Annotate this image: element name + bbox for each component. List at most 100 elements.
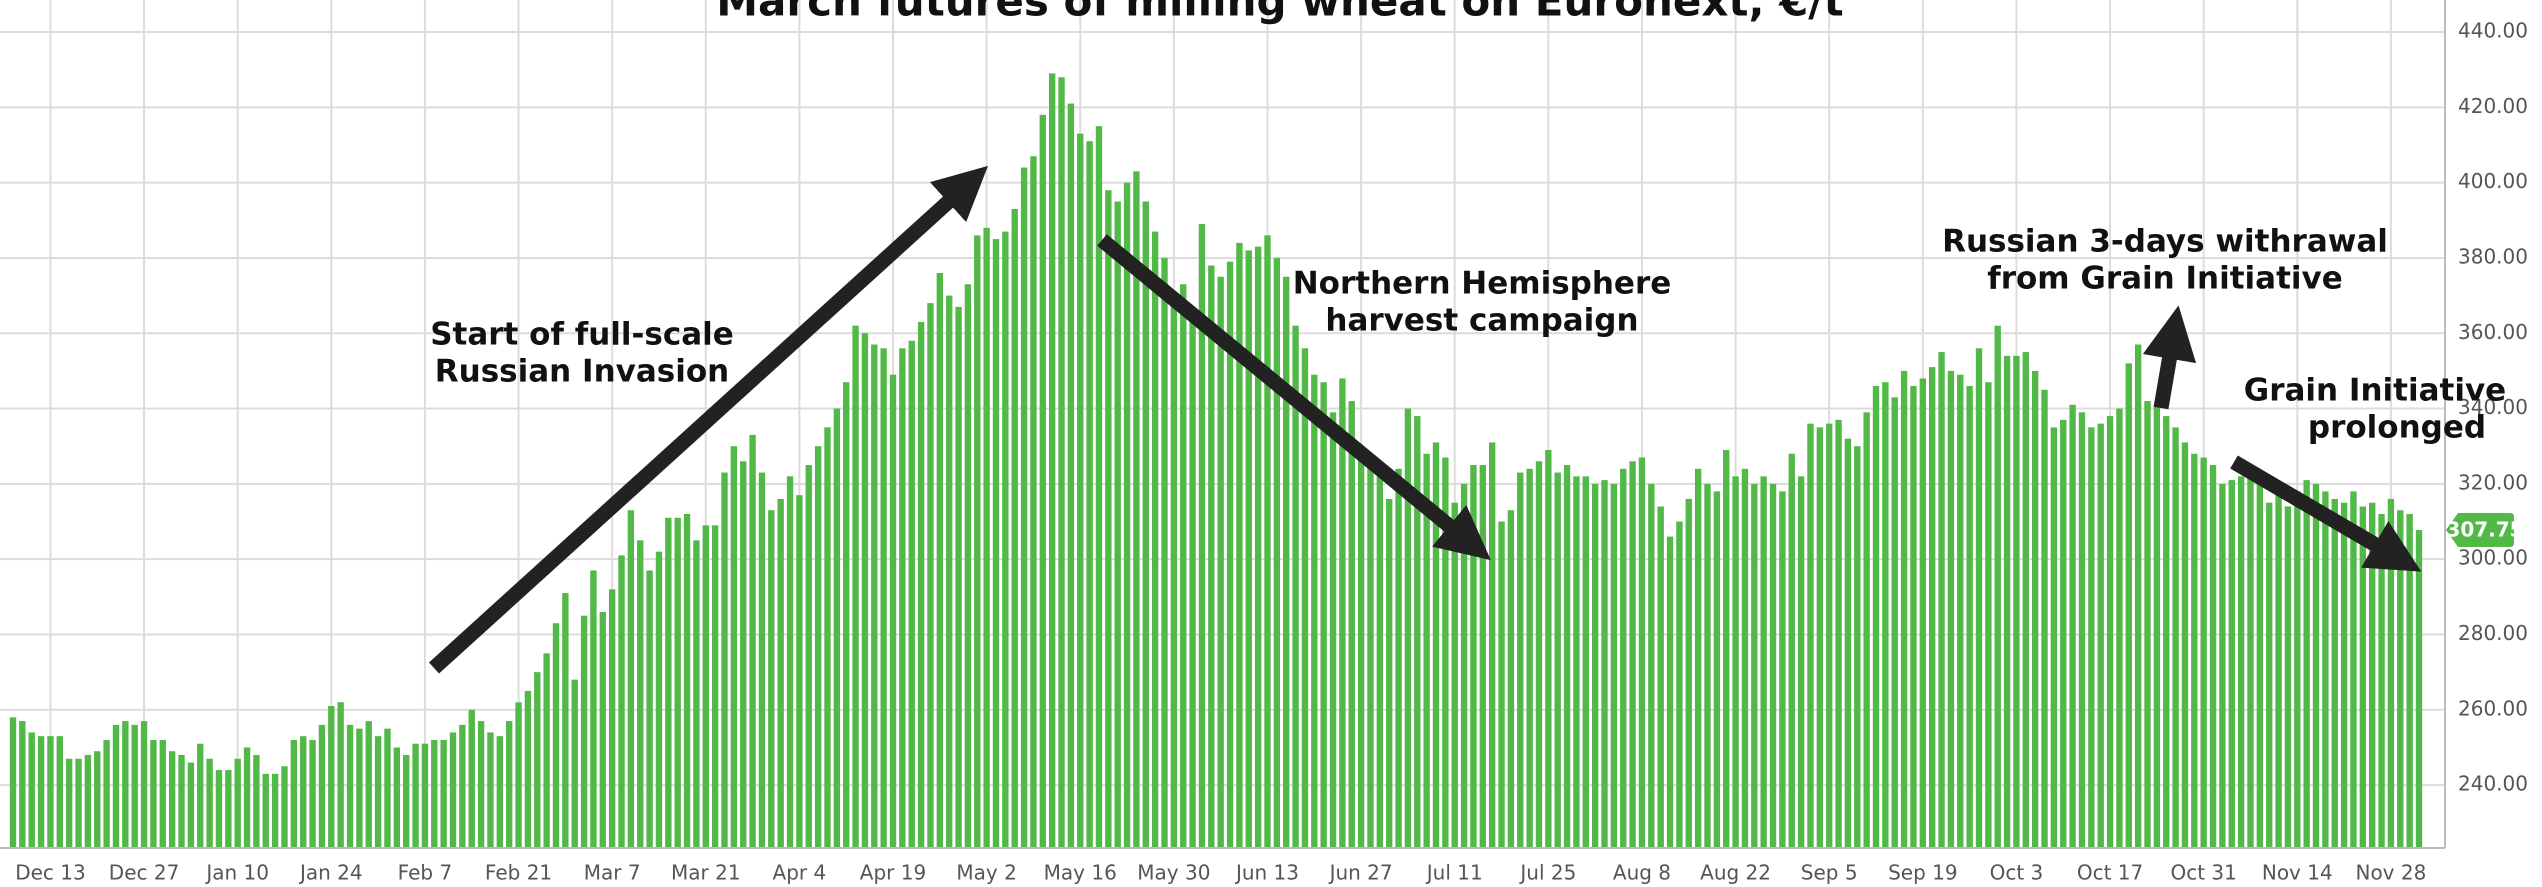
bar [1442,457,1449,848]
bar [2415,530,2423,848]
bar [946,295,953,848]
bar [2387,498,2395,848]
bar [2284,506,2292,848]
bar [2266,502,2273,848]
bar [187,762,195,848]
bar [2294,491,2301,848]
bar [1470,465,1477,848]
bar [1666,536,1674,848]
bar [861,333,869,848]
bar [1648,483,1655,848]
bar [1676,521,1683,848]
x-tick-label: Aug 8 [1613,861,1671,885]
bar [2134,344,2142,848]
bar [571,679,578,848]
bar [1105,190,1112,848]
bar [1414,416,1421,848]
annotation: Russian Invasion [435,354,729,390]
bar [1395,468,1402,848]
bar [524,690,532,848]
bar [2041,389,2048,848]
y-tick-label: 280.00 [2458,621,2528,645]
x-tick-label: Jul 25 [1518,861,1576,885]
bar [1807,423,1814,848]
bar [281,766,288,848]
bar [955,306,962,848]
bar [1386,498,1393,848]
bar [393,747,401,848]
bar [505,721,513,848]
bar [749,434,756,848]
bar [1928,367,1936,848]
bar [1283,276,1290,848]
bar [871,344,878,848]
bar [1769,483,1777,848]
annotation: Russian 3-days withrawal [1942,224,2388,260]
bar [683,513,691,848]
bar [1582,476,1589,848]
x-tick-label: Sep 19 [1888,861,1958,885]
x-tick-label: Oct 31 [2170,861,2236,885]
bar [1563,465,1571,848]
bar [1872,385,1880,848]
bar [2312,483,2320,848]
arrows [428,165,2422,674]
bar [1779,491,1786,848]
bar [693,540,700,848]
bar [899,348,906,848]
bar [449,732,457,848]
bar [1554,472,1561,848]
last-value-label: 307.75 [2446,518,2523,542]
bar [19,721,26,848]
y-tick-label: 360.00 [2458,320,2528,344]
bar [637,540,644,848]
bar [1751,483,1758,848]
bar [1620,468,1627,848]
bar [2200,457,2207,848]
bar [1095,126,1103,849]
x-tick-label: Aug 22 [1700,861,1771,885]
bar [2322,491,2329,848]
bar [431,739,438,848]
bar [665,517,672,848]
bar [94,751,101,848]
y-tick-label: 240.00 [2458,772,2528,796]
x-tick-label: Dec 27 [109,861,180,885]
x-tick-label: Jul 11 [1425,861,1483,885]
bar [2144,401,2151,848]
bar [1835,419,1842,848]
bar [1685,498,1692,848]
bar [2369,502,2376,848]
bar [412,743,419,848]
bar [1460,483,1468,848]
bar [421,743,429,848]
bar [2060,419,2067,848]
bar [2275,491,2282,848]
x-tick-label: Jun 13 [1234,861,1299,885]
bar [1957,374,1964,848]
bar [84,754,92,848]
bar [880,348,887,848]
bar [786,476,794,848]
bar [711,525,719,848]
bar [1264,235,1271,848]
bar [1020,167,1028,849]
bar [983,227,990,848]
bar [1451,502,1458,848]
bar [47,736,54,848]
bar [833,408,841,848]
bar [1245,250,1252,849]
bar [1507,510,1515,848]
bar [1357,453,1365,848]
bar [674,517,681,848]
bar [758,472,766,848]
x-tick-label: Mar 21 [671,861,741,885]
bar [1030,156,1037,848]
bar [2116,408,2123,848]
bar [2022,352,2029,848]
x-tick-label: Jan 24 [298,861,363,885]
y-tick-label: 260.00 [2458,696,2528,720]
bar [1900,370,1908,848]
bar [365,721,372,848]
